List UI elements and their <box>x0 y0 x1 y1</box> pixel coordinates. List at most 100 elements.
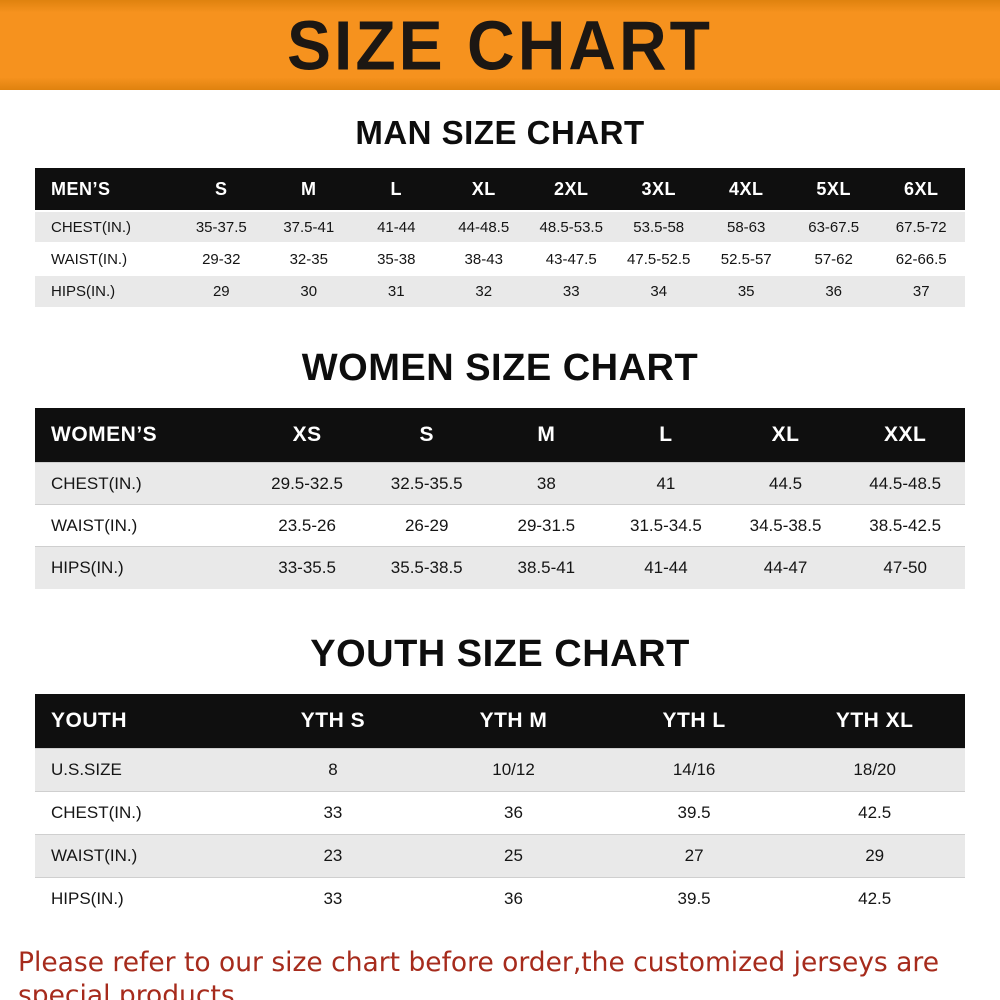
table-cell: 38 <box>536 473 556 493</box>
table-cell: 44-47 <box>763 557 808 577</box>
column-header: YTH XL <box>784 693 965 748</box>
table-cell: 35-37.5 <box>195 218 247 236</box>
table-cell: 8 <box>328 759 338 779</box>
table-cell: 32.5-35.5 <box>390 473 463 493</box>
table-cell: 41 <box>656 473 676 493</box>
table-cell: 35 <box>737 283 755 300</box>
column-header: S <box>177 168 266 211</box>
youth-section-heading: YOUTH SIZE CHART <box>310 632 690 675</box>
table-cell: 38.5-41 <box>517 557 576 577</box>
table-cell: 38.5-42.5 <box>869 515 942 535</box>
table-row: HIPS(IN.) 29 30 31 32 33 34 35 36 37 <box>35 275 965 307</box>
table-cell: 43-47.5 <box>545 250 597 268</box>
table-cell: 42.5 <box>858 888 892 908</box>
table-cell: 31.5-34.5 <box>630 515 702 535</box>
column-header: YTH S <box>242 693 424 748</box>
table-cell: 62-66.5 <box>895 250 947 268</box>
table-cell: 31 <box>387 283 405 300</box>
table-cell: 63-67.5 <box>808 218 860 236</box>
youth-size-table: YOUTH YTH S YTH M YTH L YTH XL U.S.SIZE 8 10/12… <box>35 693 965 920</box>
footer-note: Please refer to our size chart before or… <box>18 946 982 1000</box>
table-row: U.S.SIZE 8 10/12 14/16 18/20 <box>35 748 965 791</box>
table-cell: 33 <box>562 283 580 300</box>
table-header-row: MEN’S S M L XL 2XL 3XL 4XL 5XL 6XL <box>35 168 965 211</box>
table-cell: 33 <box>323 802 343 822</box>
table-cell: 29-32 <box>202 250 241 268</box>
row-label: CHEST(IN.) <box>51 473 142 493</box>
table-corner-label: YOUTH <box>35 693 243 748</box>
column-header: XL <box>725 408 846 463</box>
row-label: U.S.SIZE <box>51 759 122 779</box>
column-header: M <box>265 168 353 211</box>
table-cell: 47-50 <box>883 557 927 577</box>
table-cell: 41-44 <box>377 218 416 236</box>
table-cell: 48.5-53.5 <box>539 218 603 236</box>
row-label: WAIST(IN.) <box>51 845 138 865</box>
women-size-table: WOMEN’S XS S M L XL XXL CHEST(IN.) 29.5-32.5 32.5… <box>35 408 965 589</box>
column-header: 5XL <box>789 168 878 211</box>
table-cell: 39.5 <box>677 802 711 822</box>
table-cell: 47.5-52.5 <box>627 250 691 268</box>
table-cell: 44-48.5 <box>458 218 510 236</box>
column-header: YTH L <box>603 693 785 748</box>
row-label: CHEST(IN.) <box>51 218 131 236</box>
column-header: XL <box>440 168 528 211</box>
table-cell: 44.5-48.5 <box>869 473 942 493</box>
table-cell: 10/12 <box>492 759 535 779</box>
column-header: XXL <box>845 408 965 463</box>
table-row: CHEST(IN.) 33 36 39.5 42.5 <box>35 791 965 834</box>
table-cell: 57-62 <box>814 250 853 268</box>
column-header: L <box>606 408 726 463</box>
table-cell: 52.5-57 <box>720 250 772 268</box>
table-cell: 37.5-41 <box>283 218 335 236</box>
table-row: CHEST(IN.) 29.5-32.5 32.5-35.5 38 41 44.5 44.5… <box>35 462 965 505</box>
table-cell: 29-31.5 <box>517 515 576 535</box>
table-cell: 58-63 <box>727 218 766 236</box>
table-corner-label: MEN’S <box>35 168 178 211</box>
column-header: M <box>486 408 607 463</box>
table-cell: 36 <box>504 888 523 908</box>
table-row: WAIST(IN.) 23 25 27 29 <box>35 834 965 877</box>
table-header-row: YOUTH YTH S YTH M YTH L YTH XL <box>35 693 965 748</box>
table-cell: 23 <box>323 845 343 865</box>
table-cell: 23.5-26 <box>278 515 336 535</box>
table-row: CHEST(IN.) 35-37.5 37.5-41 41-44 44-48.5 48.5… <box>35 211 965 243</box>
row-label: CHEST(IN.) <box>51 802 142 822</box>
table-cell: 33-35.5 <box>278 557 336 577</box>
table-cell: 25 <box>504 845 523 865</box>
table-cell: 44.5 <box>768 473 803 493</box>
column-header: 4XL <box>702 168 790 211</box>
column-header: 3XL <box>614 168 703 211</box>
table-cell: 32-35 <box>289 250 328 268</box>
table-row: HIPS(IN.) 33-35.5 35.5-38.5 38.5-41 41-44 44-… <box>35 546 965 589</box>
column-header: 6XL <box>877 168 965 211</box>
table-cell: 41-44 <box>644 557 688 577</box>
column-header: XS <box>247 408 367 463</box>
column-header: YTH M <box>423 693 604 748</box>
column-header: 2XL <box>527 168 615 211</box>
table-cell: 34.5-38.5 <box>749 515 822 535</box>
table-cell: 32 <box>475 283 493 300</box>
table-cell: 42.5 <box>858 802 892 822</box>
table-cell: 37 <box>912 283 930 300</box>
table-cell: 27 <box>684 845 704 865</box>
table-cell: 29.5-32.5 <box>271 473 344 493</box>
row-label: WAIST(IN.) <box>51 250 128 268</box>
page-title: SIZE CHART <box>287 5 713 85</box>
table-header-row: WOMEN’S XS S M L XL XXL <box>35 408 965 463</box>
table-row: HIPS(IN.) 33 36 39.5 42.5 <box>35 877 965 920</box>
youth-size-chart-section: YOUTH SIZE CHART YOUTH YTH S YTH M YTH L YTH… <box>0 589 1000 920</box>
row-label: HIPS(IN.) <box>51 888 124 908</box>
table-cell: 26-29 <box>404 515 449 535</box>
women-size-chart-section: WOMEN SIZE CHART WOMEN’S XS S M L XL XXL CHEST(… <box>0 307 1000 589</box>
table-cell: 53.5-58 <box>633 218 685 236</box>
row-label: WAIST(IN.) <box>51 515 138 535</box>
table-cell: 35-38 <box>377 250 416 268</box>
row-label: HIPS(IN.) <box>51 557 124 577</box>
table-cell: 34 <box>650 283 668 300</box>
man-section-heading: MAN SIZE CHART <box>355 114 645 151</box>
table-cell: 18/20 <box>853 759 896 779</box>
table-cell: 30 <box>300 283 318 300</box>
table-cell: 29 <box>865 845 885 865</box>
column-header: L <box>352 168 440 211</box>
